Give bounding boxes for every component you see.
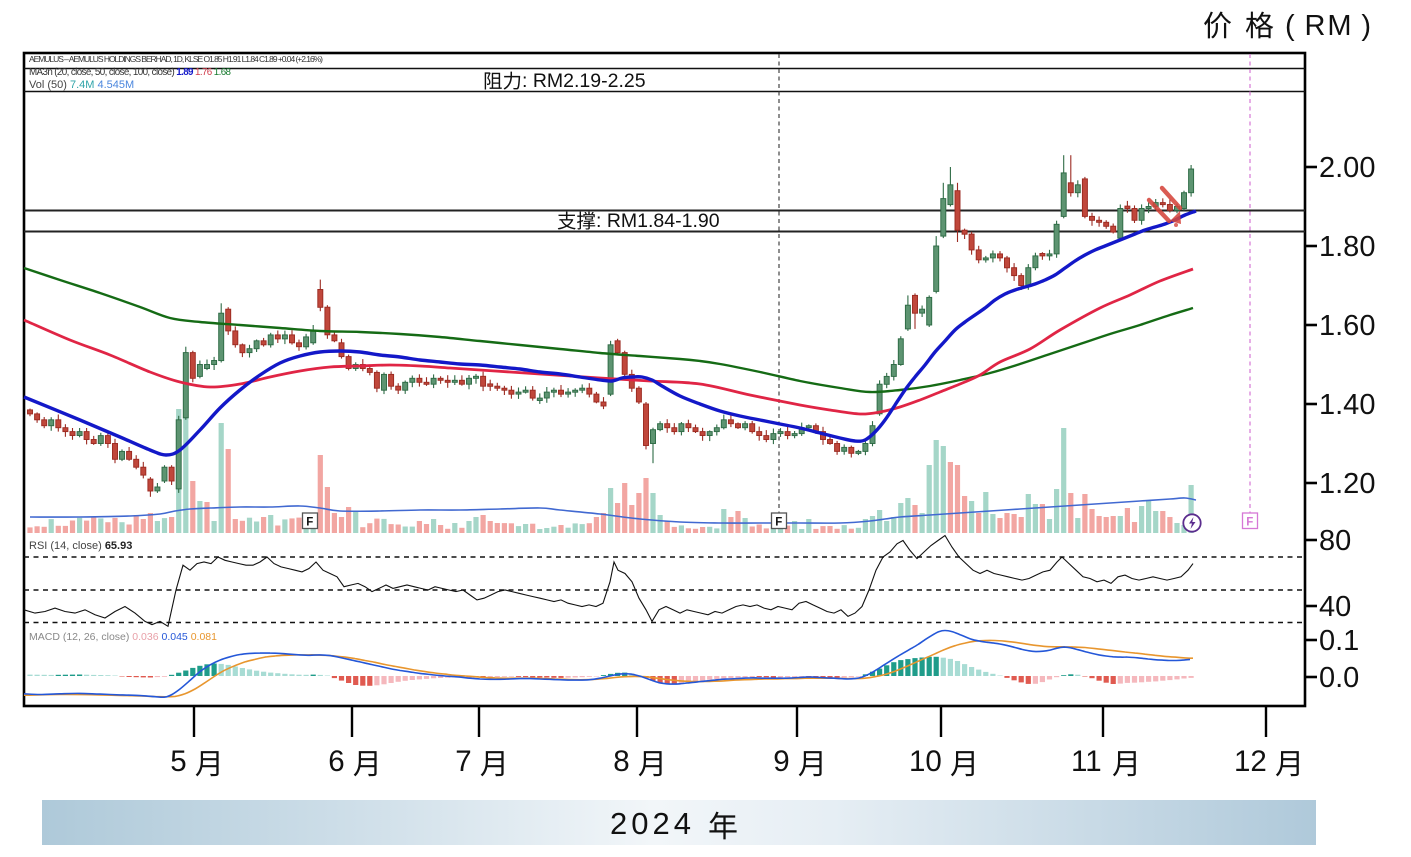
svg-text:1.80: 1.80 — [1319, 231, 1375, 263]
svg-text:6: 6 — [328, 745, 344, 778]
svg-text:10: 10 — [909, 745, 942, 778]
svg-text:F: F — [306, 517, 313, 529]
svg-text:: RM1.84-1.90: : RM1.84-1.90 — [596, 210, 720, 232]
svg-text:: RM2.19-2.25: : RM2.19-2.25 — [522, 70, 646, 92]
svg-text:11: 11 — [1071, 745, 1102, 778]
svg-text:Vol (50) 7.4M 4.545M: Vol (50) 7.4M 4.545M — [29, 79, 134, 91]
svg-text:80: 80 — [1319, 525, 1351, 557]
svg-text:AEMULUS – AEMULUS HOLDINGS BER: AEMULUS – AEMULUS HOLDINGS BERHAD, 1D, K… — [29, 54, 323, 64]
svg-text:2.00: 2.00 — [1319, 152, 1375, 184]
svg-text:F: F — [1246, 517, 1253, 529]
svg-text:1.40: 1.40 — [1319, 389, 1375, 421]
svg-text:9: 9 — [773, 745, 789, 778]
svg-text:12: 12 — [1234, 745, 1267, 778]
svg-text:5: 5 — [170, 745, 186, 778]
svg-text:0.0: 0.0 — [1319, 662, 1359, 694]
svg-text:( RM ): ( RM ) — [1285, 10, 1373, 42]
svg-text:7: 7 — [455, 745, 471, 778]
svg-text:0.1: 0.1 — [1319, 625, 1359, 657]
svg-text:40: 40 — [1319, 591, 1351, 623]
svg-text:MACD (12, 26, close) 0.036 0: MACD (12, 26, close) 0.036 0.045 0.081 — [29, 631, 217, 643]
svg-text:2024: 2024 — [610, 806, 695, 841]
svg-text:1.60: 1.60 — [1319, 310, 1375, 342]
svg-text:RSI (14, close) 65.93: RSI (14, close) 65.93 — [29, 540, 132, 552]
svg-text:1.20: 1.20 — [1319, 468, 1375, 500]
svg-text:F: F — [775, 517, 782, 529]
svg-text:8: 8 — [613, 745, 629, 778]
svg-text:MA3n (20, close, 50, close, 10: MA3n (20, close, 50, close, 100, close) … — [29, 67, 232, 78]
